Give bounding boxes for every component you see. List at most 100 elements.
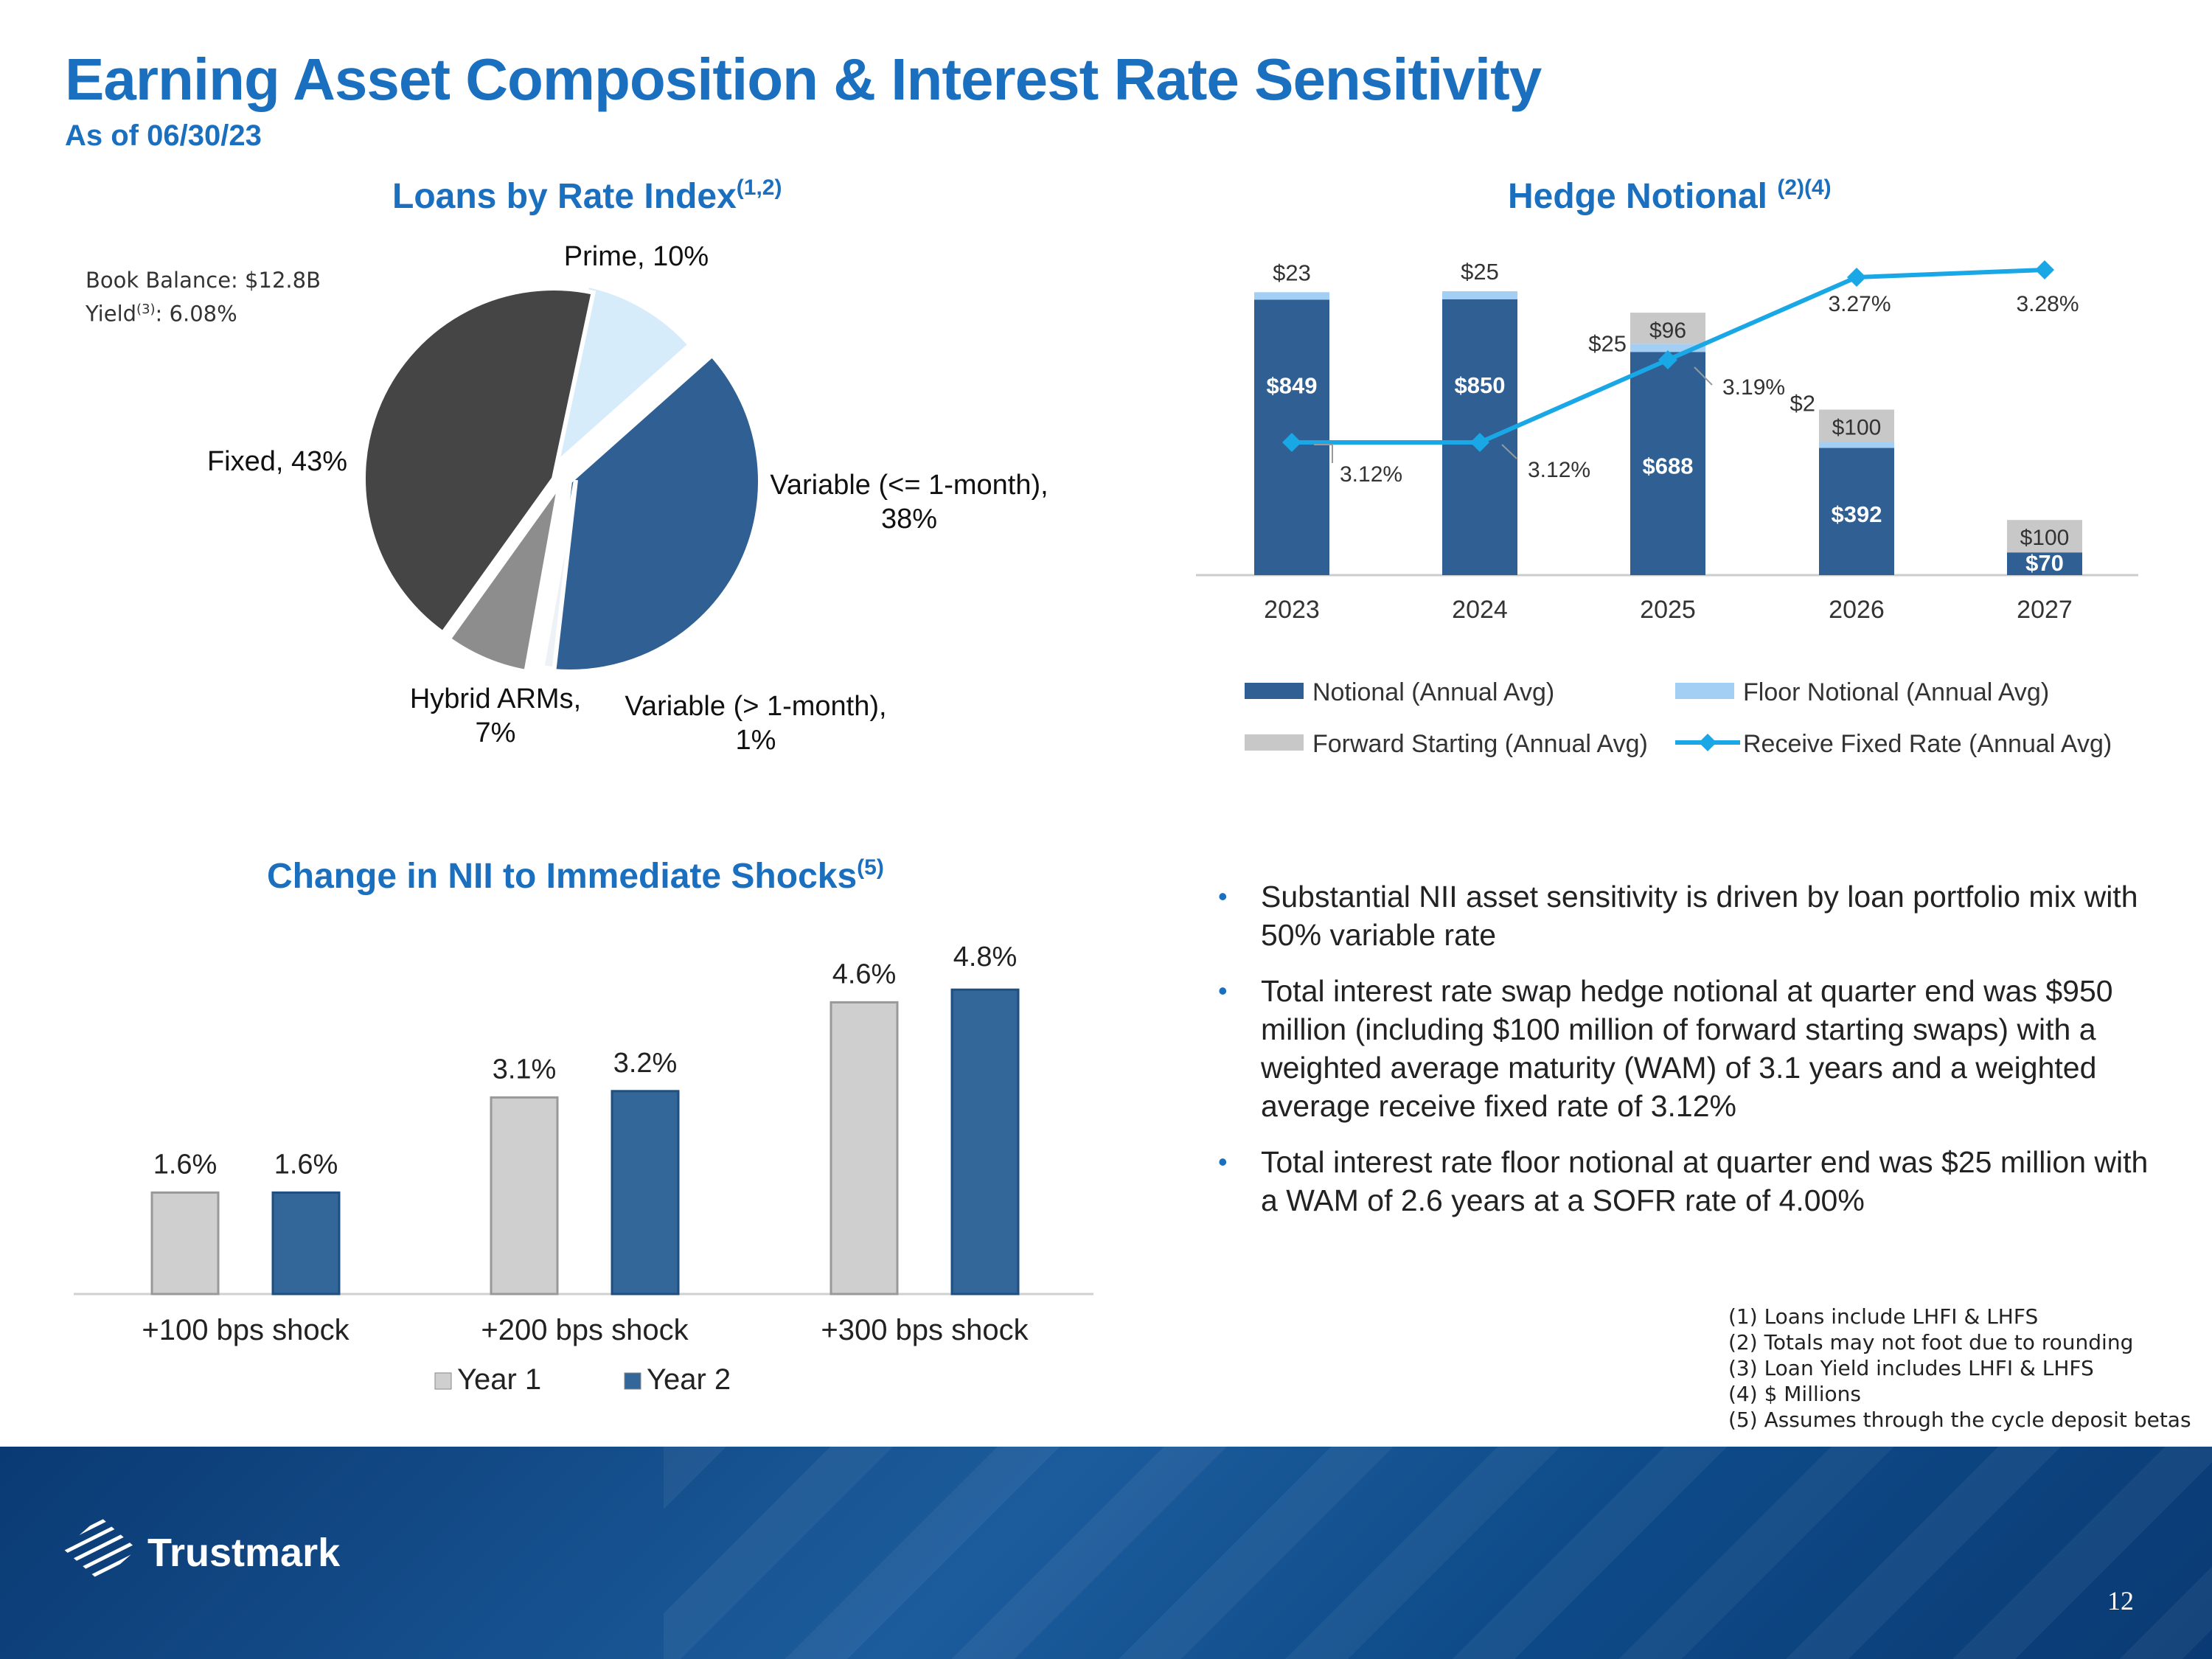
nii-bar-label: 1.6% (274, 1149, 338, 1180)
floor-bar (1442, 291, 1517, 299)
rate-marker (1658, 350, 1677, 369)
nii-bar-label: 4.8% (953, 942, 1018, 973)
legend-swatch (1245, 734, 1304, 751)
pie-slice (445, 483, 562, 675)
hedge-notional-chart: $849 $850 $688 $392 $70 $23 $25 $25 $2 $96 $100 $10… (1196, 259, 2138, 758)
pie-label: Prime, 10% (564, 241, 709, 272)
legend-label: Year 1 (457, 1363, 541, 1396)
legend-label: Floor Notional (Annual Avg) (1743, 678, 2049, 706)
nii-bar-label: 1.6% (153, 1149, 218, 1180)
legend-swatch (1675, 683, 1734, 699)
footer-band (0, 1447, 2212, 1659)
notional-bar (1630, 352, 1705, 575)
rate-marker (1847, 268, 1866, 287)
pie-label: Variable (> 1-month), (625, 691, 886, 722)
legend-swatch (434, 1372, 452, 1390)
rate-label: 3.19% (1722, 375, 1785, 400)
notional-bar (1819, 448, 1894, 575)
nii-bar (271, 1191, 341, 1295)
book-balance: Book Balance: $12.8B (86, 268, 321, 293)
nii-chart-title: Change in NII to Immediate Shocks(5) (267, 855, 884, 896)
notional-label: $392 (1832, 501, 1882, 527)
floor-bar (1819, 442, 1894, 448)
nii-bar (490, 1096, 559, 1295)
legend-swatch (624, 1372, 641, 1390)
pie-label: Hybrid ARMs, (410, 684, 581, 714)
x-tick-label: +200 bps shock (481, 1314, 689, 1346)
footnote: (1) Loans include LHFI & LHFS (1728, 1304, 2039, 1329)
loans-pie-chart: Prime, 10% Variable (<= 1-month),38% Varia… (207, 241, 1048, 756)
legend-label: Receive Fixed Rate (Annual Avg) (1743, 730, 2112, 758)
nii-bar (150, 1191, 220, 1295)
pie-slice (539, 479, 578, 672)
leader-line (1694, 366, 1713, 386)
nii-bar-label: 3.1% (493, 1054, 557, 1085)
legend-marker (1699, 734, 1717, 751)
rate-label: 3.12% (1340, 462, 1402, 487)
pie-label: 38% (881, 504, 937, 535)
page-title: Earning Asset Composition & Interest Rat… (65, 46, 1542, 112)
footnote: (2) Totals may not foot due to rounding (1728, 1330, 2134, 1354)
nii-bar-label: 4.6% (832, 959, 897, 990)
notional-bar (2007, 552, 2082, 575)
leader-line (1501, 444, 1517, 459)
rate-label: 3.12% (1528, 458, 1590, 482)
bullet-point: Total interest rate swap hedge notional … (1218, 972, 2168, 1125)
legend-label: Year 2 (647, 1363, 731, 1396)
footnote: (3) Loan Yield includes LHFI & LHFS (1728, 1356, 2094, 1380)
floor-label: $25 (1461, 259, 1499, 285)
trustmark-globe-icon (63, 1517, 137, 1582)
forward-bar (1819, 409, 1894, 442)
brand-name: Trustmark (147, 1531, 341, 1575)
footnote: (4) $ Millions (1728, 1382, 1862, 1406)
rate-marker (1282, 433, 1301, 452)
floor-bar (1254, 292, 1329, 300)
rate-marker (2035, 260, 2054, 279)
bullet-point: Total interest rate floor notional at qu… (1218, 1143, 2168, 1220)
notional-label: $849 (1267, 372, 1318, 398)
footnotes: (1) Loans include LHFI & LHFS (2) Totals… (1728, 1304, 2191, 1433)
page-number: 12 (2107, 1586, 2134, 1615)
loan-yield: Yield(3): 6.08% (86, 301, 237, 327)
page-subtitle: As of 06/30/23 (65, 119, 262, 152)
x-tick-label: 2024 (1452, 596, 1508, 624)
x-tick-label: 2025 (1640, 596, 1696, 624)
bullet-point: Substantial NII asset sensitivity is dri… (1218, 877, 2168, 954)
nii-bar-label: 3.2% (613, 1048, 678, 1079)
nii-bar (611, 1090, 680, 1295)
forward-bar (2007, 520, 2082, 553)
key-points: Substantial NII asset sensitivity is dri… (1209, 877, 2168, 1237)
floor-label: $23 (1273, 260, 1311, 285)
pie-slice (361, 286, 597, 636)
legend-swatch (1245, 683, 1304, 699)
pie-label: Fixed, 43% (207, 446, 347, 477)
pie-label: 1% (736, 725, 776, 756)
x-tick-label: 2027 (2017, 596, 2073, 624)
rate-marker (1470, 433, 1489, 452)
floor-label: $25 (1588, 330, 1627, 356)
rate-label: 3.27% (1828, 292, 1891, 316)
forward-bar (1630, 313, 1705, 344)
rate-label: 3.28% (2016, 292, 2079, 316)
x-tick-label: 2026 (1829, 596, 1885, 624)
book-balance-info: Book Balance: $12.8B Yield(3): 6.08% (86, 265, 321, 329)
leader-line (1314, 444, 1333, 463)
x-tick-label: +100 bps shock (142, 1314, 349, 1346)
notional-label: $688 (1643, 453, 1694, 479)
nii-shock-chart: 1.6% 1.6% +100 bps shock 3.1% 3.2% +200 bps s… (74, 942, 1093, 1396)
forward-label: $96 (1649, 319, 1686, 343)
floor-label: $2 (1790, 391, 1815, 417)
x-tick-label: +300 bps shock (821, 1314, 1029, 1346)
pie-slice (546, 352, 762, 674)
notional-label: $850 (1455, 372, 1506, 398)
loans-chart-title: Loans by Rate Index(1,2) (392, 175, 782, 216)
floor-bar (1630, 344, 1705, 352)
nii-bar (950, 988, 1020, 1295)
legend-label: Notional (Annual Avg) (1312, 678, 1554, 706)
pie-label: 7% (476, 717, 516, 748)
forward-label: $100 (2020, 526, 2070, 550)
nii-bar (830, 1001, 899, 1295)
footnote: (5) Assumes through the cycle deposit be… (1728, 1408, 2191, 1432)
x-tick-label: 2023 (1264, 596, 1320, 624)
forward-label: $100 (1832, 416, 1882, 440)
